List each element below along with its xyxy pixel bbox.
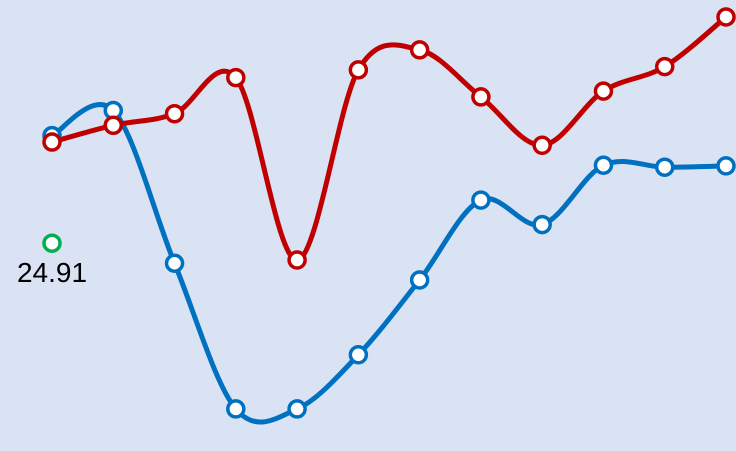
data-point-red-8	[471, 87, 491, 107]
data-point-red-11	[654, 56, 675, 77]
data-point-blue-4	[226, 399, 246, 419]
marker-layer	[42, 7, 736, 419]
data-point-blue-3	[164, 253, 185, 273]
data-point-red-7	[409, 40, 430, 60]
data-point-green-1	[42, 233, 62, 253]
data-point-red-2	[103, 115, 124, 136]
data-label-green-point: 24.91	[17, 257, 87, 288]
data-point-blue-7	[409, 270, 430, 290]
data-point-blue-6	[348, 345, 369, 365]
data-point-red-1	[42, 132, 62, 152]
data-point-red-10	[593, 81, 614, 101]
data-point-red-9	[532, 135, 552, 156]
data-point-blue-10	[593, 155, 614, 176]
data-point-blue-9	[532, 214, 552, 235]
data-point-red-5	[287, 250, 307, 270]
data-point-red-4	[226, 67, 246, 88]
data-point-blue-12	[716, 156, 736, 176]
data-point-red-3	[164, 103, 185, 124]
data-point-blue-8	[471, 190, 491, 210]
data-point-blue-11	[654, 157, 675, 177]
label-layer: 24.91	[17, 257, 87, 288]
data-point-blue-5	[287, 399, 307, 419]
data-point-red-6	[348, 60, 369, 80]
data-point-red-12	[716, 7, 736, 27]
